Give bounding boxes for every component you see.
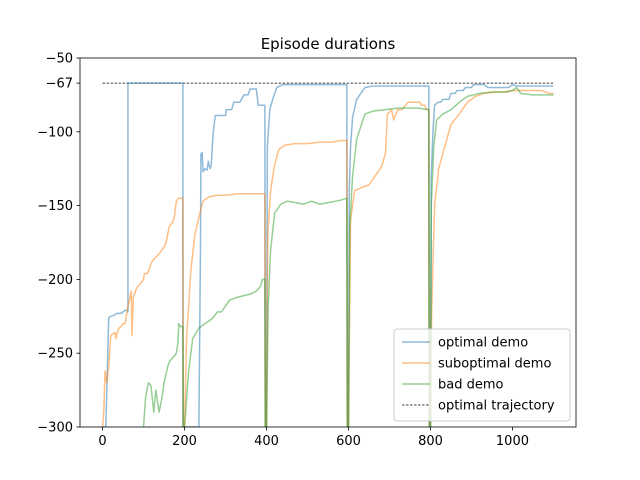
legend-box [393,328,571,422]
plot-area [101,82,554,427]
y-tick-label: −300 [37,421,73,436]
series-line-suboptimal-demo [101,89,554,427]
series-line-optimal-demo [102,82,554,427]
y-tick-label: −100 [37,125,73,140]
axes-frame [79,57,577,428]
x-tick-label: 800 [418,434,443,449]
x-tick-label: 1000 [496,434,529,449]
x-tick-label: 600 [336,434,361,449]
y-tick-label: −67 [46,77,73,92]
y-tick-label: −50 [46,52,73,67]
x-tick-label: 200 [172,434,197,449]
legend-label: bad demo [438,378,504,393]
x-tick-label: 0 [98,434,106,449]
axes: 0 200 400 600 800 1000 −300 −250 −200 −150 −100 −67… [37,52,577,449]
legend-label: optimal demo [438,336,528,351]
legend-label: optimal trajectory [438,399,555,414]
legend-label: suboptimal demo [438,357,551,372]
series-line-bad-demo [142,86,554,427]
y-tick-label: −150 [37,199,73,214]
chart-title: Episode durations [261,35,396,53]
y-tick-label: −200 [37,273,73,288]
y-tick-label: −250 [37,347,73,362]
legend: optimal demo suboptimal demo bad demo optim… [393,328,571,422]
x-tick-label: 400 [254,434,279,449]
